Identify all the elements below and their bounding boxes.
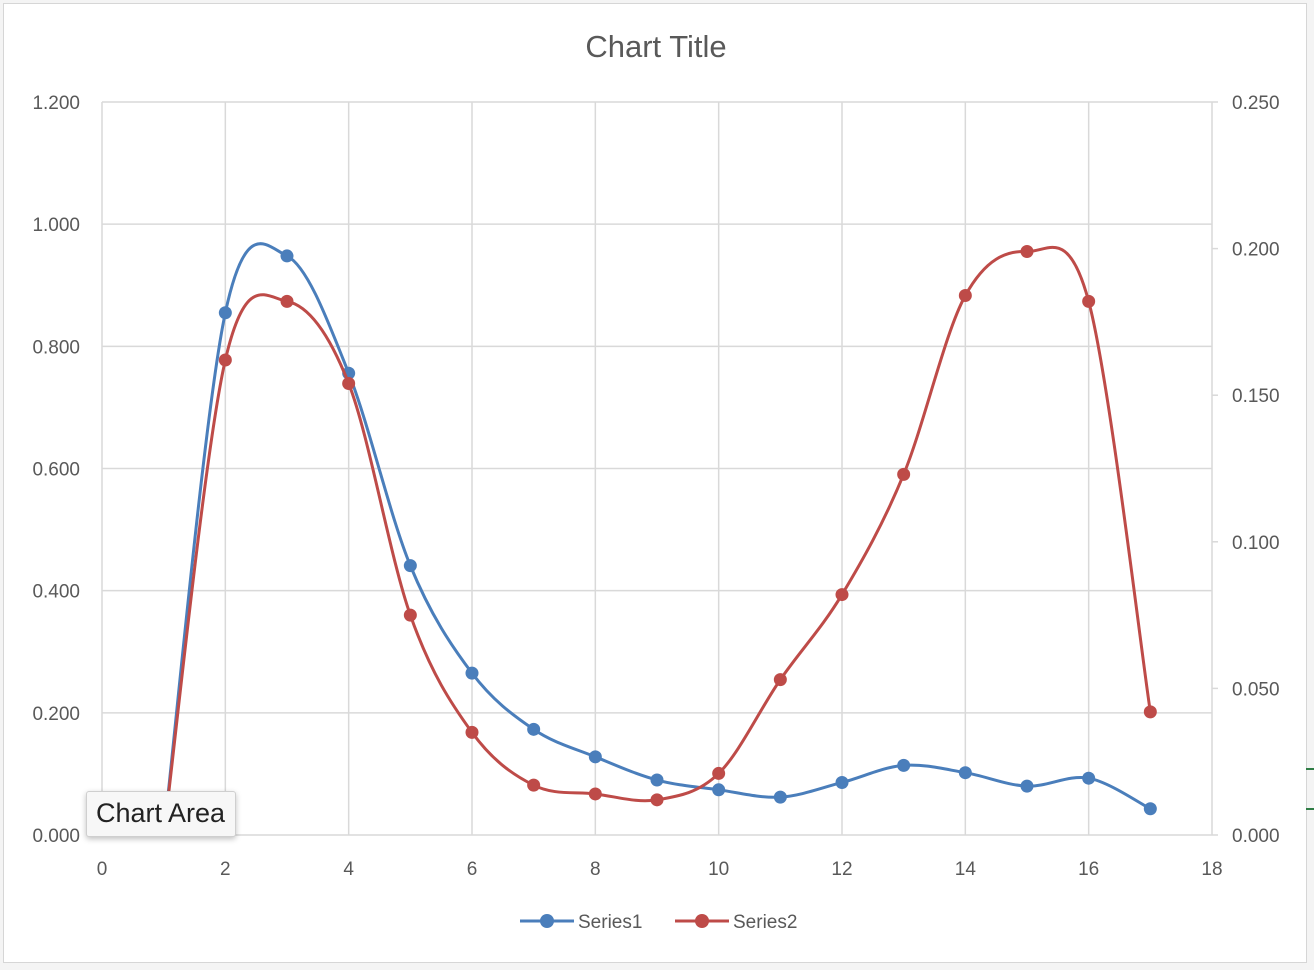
data-point[interactable]	[712, 766, 726, 780]
y-tick-label: 1.000	[32, 215, 80, 236]
chart-area-tooltip: Chart Area	[86, 791, 237, 837]
y-tick-label: 0.800	[32, 337, 80, 358]
x-tick-label: 14	[955, 859, 977, 880]
data-point[interactable]	[342, 376, 356, 390]
data-point[interactable]	[1082, 771, 1096, 785]
data-point[interactable]	[588, 787, 602, 801]
y2-tick-label: 0.250	[1232, 93, 1280, 114]
x-tick-label: 6	[467, 859, 478, 880]
data-point[interactable]	[218, 353, 232, 367]
chart-title[interactable]: Chart Title	[585, 29, 726, 64]
data-point[interactable]	[527, 722, 541, 736]
series-1[interactable]	[162, 242, 1157, 837]
x-tick-label: 0	[97, 859, 108, 880]
x-tick-label: 16	[1078, 859, 1099, 880]
x-tick-label: 18	[1201, 859, 1222, 880]
data-point[interactable]	[773, 790, 787, 804]
y-tick-label: 0.600	[32, 460, 80, 481]
grid-lines	[101, 101, 1218, 836]
data-point[interactable]	[218, 306, 232, 320]
x-tick-label: 2	[220, 859, 231, 880]
y-tick-label: 0.000	[32, 826, 80, 847]
axis-labels: 0 2 4 6 8 10 12 14 16 18 0.000 0.200 0.400 0.600 0.800…	[32, 93, 1279, 880]
data-point[interactable]	[958, 289, 972, 303]
data-point[interactable]	[280, 249, 294, 263]
data-point[interactable]	[773, 673, 787, 687]
data-point[interactable]	[650, 793, 664, 807]
data-point[interactable]	[1020, 779, 1034, 793]
legend[interactable]: Series1 Series2	[520, 912, 797, 933]
data-point[interactable]	[835, 588, 849, 602]
data-point[interactable]	[897, 467, 911, 481]
data-point[interactable]	[650, 773, 664, 787]
series-line[interactable]	[162, 242, 1152, 837]
data-point[interactable]	[280, 294, 294, 308]
y2-tick-label: 0.100	[1232, 533, 1280, 554]
y-tick-label: 0.400	[32, 582, 80, 603]
data-point[interactable]	[403, 608, 417, 622]
data-point[interactable]	[897, 758, 911, 772]
legend-entry[interactable]: Series2	[675, 912, 797, 933]
x-tick-label: 4	[343, 859, 354, 880]
data-point[interactable]	[1143, 802, 1157, 816]
data-point[interactable]	[1143, 705, 1157, 719]
data-point[interactable]	[588, 750, 602, 764]
x-tick-label: 8	[590, 859, 601, 880]
data-point[interactable]	[1082, 294, 1096, 308]
y-tick-label: 1.200	[32, 93, 80, 114]
x-tick-label: 12	[831, 859, 852, 880]
y2-tick-label: 0.150	[1232, 386, 1280, 407]
cell-edge-mark	[1306, 808, 1314, 810]
series-layer	[162, 242, 1157, 837]
data-point[interactable]	[403, 559, 417, 573]
legend-label: Series1	[578, 912, 642, 933]
data-point[interactable]	[835, 775, 849, 789]
y2-tick-label: 0.000	[1232, 826, 1280, 847]
cell-edge-mark	[1306, 768, 1314, 770]
data-point[interactable]	[1020, 245, 1034, 259]
data-point[interactable]	[712, 783, 726, 797]
series-2[interactable]	[162, 245, 1157, 837]
y2-tick-label: 0.200	[1232, 240, 1280, 261]
legend-entry[interactable]: Series1	[520, 912, 642, 933]
y-tick-label: 0.200	[32, 704, 80, 725]
legend-swatch-marker	[695, 914, 709, 928]
y2-tick-label: 0.050	[1232, 679, 1280, 700]
x-tick-label: 10	[708, 859, 729, 880]
series-line[interactable]	[162, 245, 1152, 837]
data-point[interactable]	[958, 766, 972, 780]
data-point[interactable]	[527, 778, 541, 792]
legend-label: Series2	[733, 912, 797, 933]
legend-swatch-marker	[540, 914, 554, 928]
data-point[interactable]	[465, 666, 479, 680]
data-point[interactable]	[465, 725, 479, 739]
